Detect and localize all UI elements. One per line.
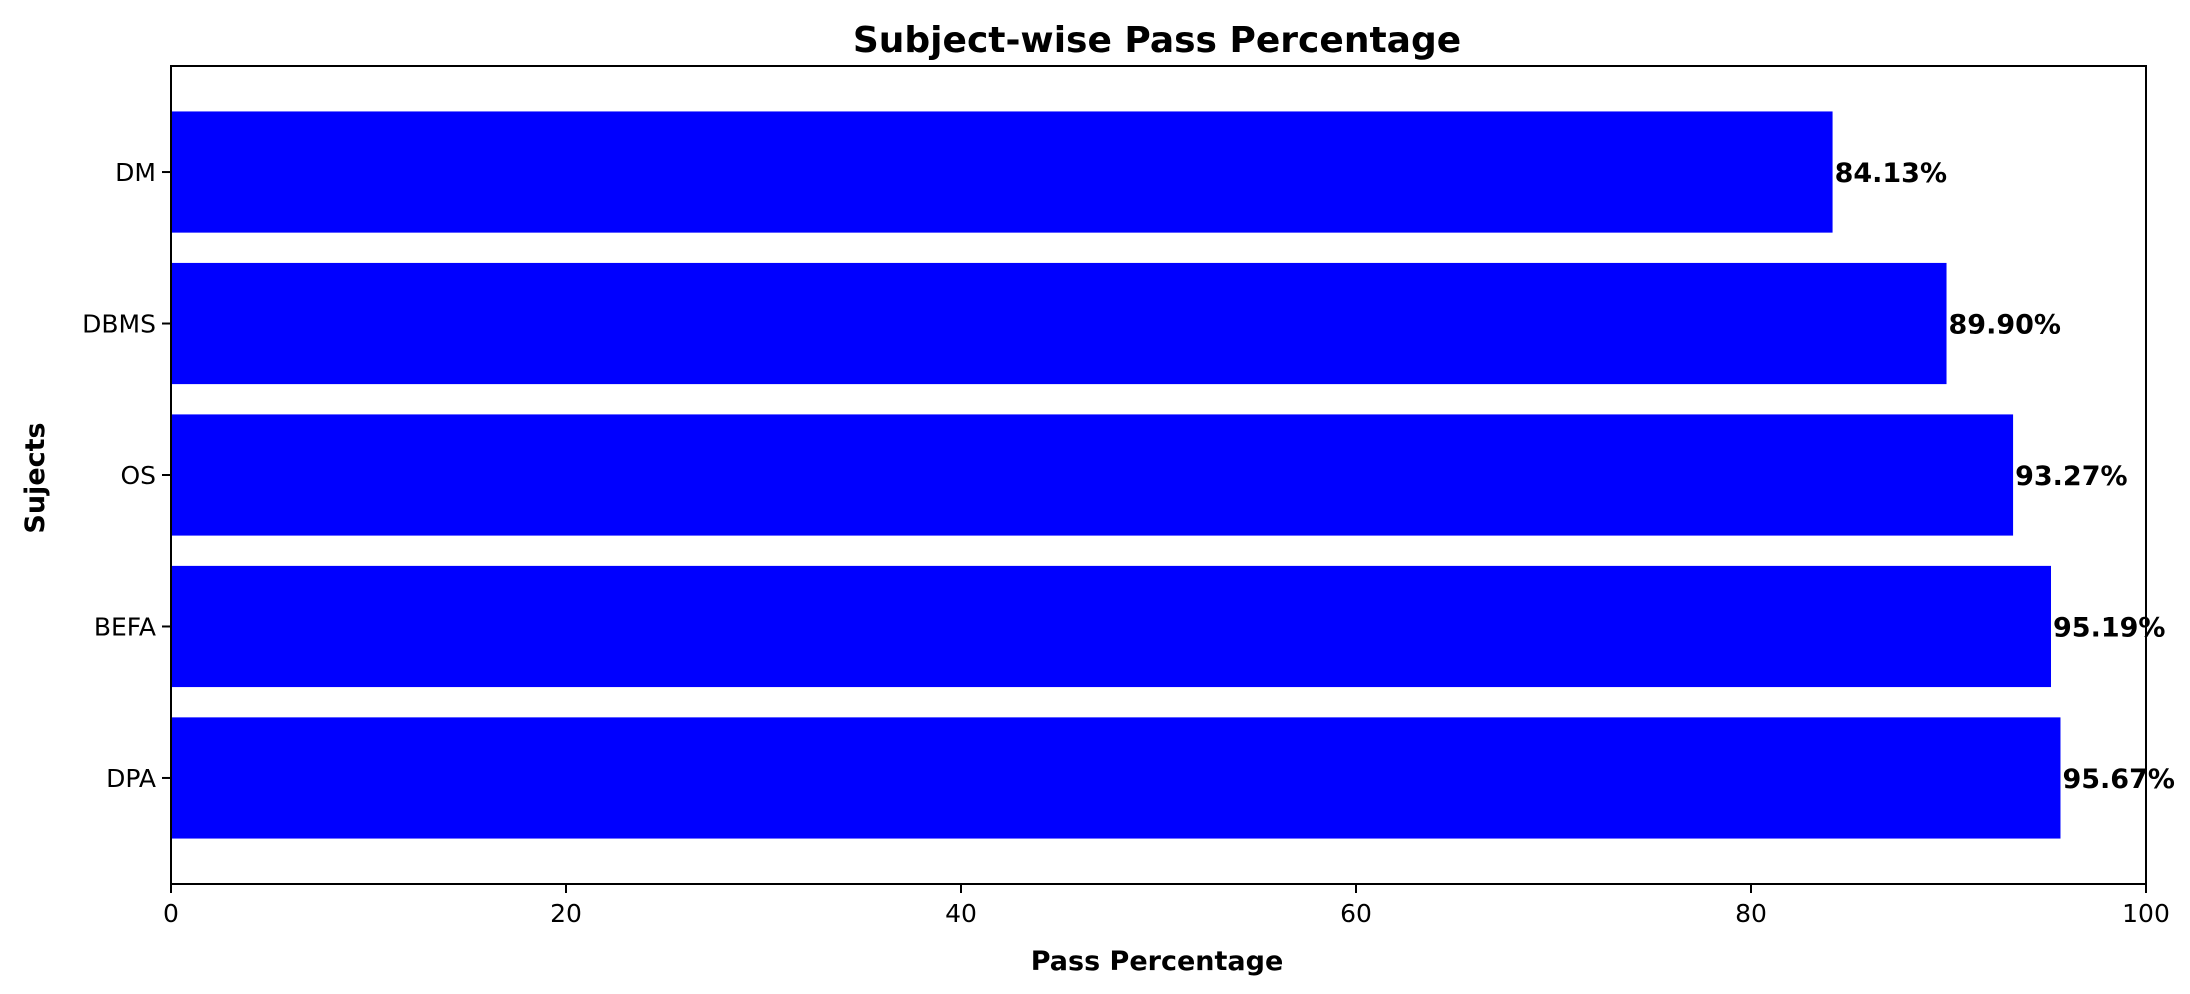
value-label-dpa: 95.67% — [2062, 764, 2174, 795]
y-tick-label-os: OS — [120, 461, 156, 490]
bar-dbms — [171, 262, 1947, 385]
y-tick-label-dbms: DBMS — [82, 310, 156, 339]
value-label-dm: 84.13% — [1835, 158, 1947, 189]
y-axis: DPA BEFA OS DBMS DM — [82, 158, 171, 793]
x-tick-label-80: 80 — [1735, 899, 1767, 928]
bar-dm — [171, 111, 1833, 233]
x-axis: 0 20 40 60 80 100 — [163, 884, 2170, 928]
bar-dpa — [171, 717, 2061, 839]
x-tick-label-60: 60 — [1340, 899, 1372, 928]
x-tick-label-20: 20 — [550, 899, 582, 928]
value-label-dbms: 89.90% — [1949, 310, 2061, 341]
x-tick-label-100: 100 — [2122, 899, 2170, 928]
value-label-befa: 95.19% — [2053, 612, 2165, 643]
bar-befa — [171, 565, 2052, 688]
bars-layer — [171, 111, 2061, 839]
y-axis-label: Sujects — [20, 422, 51, 533]
y-tick-label-dm: DM — [115, 158, 156, 187]
x-axis-label: Pass Percentage — [1031, 946, 1284, 977]
x-tick-label-40: 40 — [945, 899, 977, 928]
x-tick-label-0: 0 — [163, 899, 179, 928]
bar-os — [171, 414, 2014, 536]
plot-frame — [170, 65, 2147, 885]
y-tick-label-dpa: DPA — [106, 764, 156, 793]
chart-title: Subject-wise Pass Percentage — [853, 20, 1461, 61]
y-tick-label-befa: BEFA — [94, 612, 156, 641]
value-label-os: 93.27% — [2015, 461, 2127, 492]
